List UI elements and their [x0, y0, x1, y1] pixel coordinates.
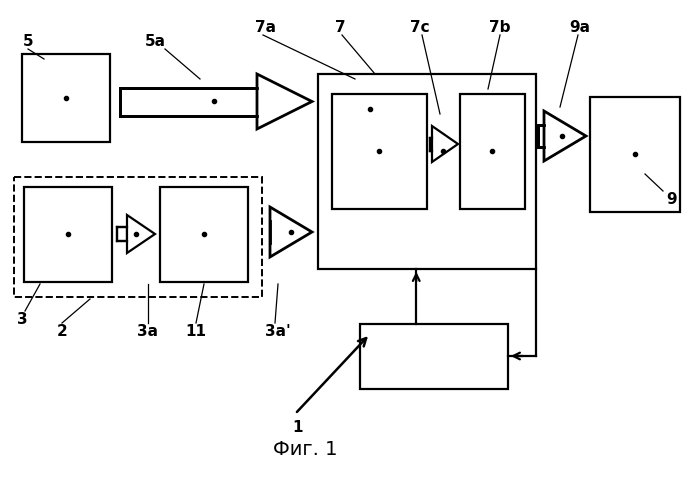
Text: 9a: 9a — [570, 21, 591, 36]
Text: Фиг. 1: Фиг. 1 — [273, 440, 337, 458]
Polygon shape — [127, 216, 155, 253]
Bar — [160, 188, 248, 282]
Text: 3a: 3a — [137, 324, 158, 339]
Bar — [22, 55, 110, 143]
Text: 11: 11 — [186, 324, 206, 339]
Text: 7a: 7a — [255, 21, 276, 36]
Bar — [538, 126, 544, 148]
Text: 7b: 7b — [489, 21, 511, 36]
Polygon shape — [257, 75, 312, 130]
Bar — [360, 324, 508, 389]
Text: 1: 1 — [293, 420, 303, 434]
Polygon shape — [432, 127, 458, 163]
Text: 7: 7 — [335, 21, 345, 36]
Bar — [24, 188, 112, 282]
Text: 5: 5 — [22, 35, 34, 49]
Text: 9: 9 — [666, 192, 678, 207]
Bar — [120, 88, 257, 116]
Bar — [460, 95, 525, 210]
Bar — [14, 178, 262, 298]
Bar — [590, 98, 680, 213]
Polygon shape — [270, 207, 312, 257]
Text: 3: 3 — [17, 312, 27, 327]
Bar — [430, 138, 432, 151]
Text: 3a': 3a' — [265, 324, 291, 339]
Polygon shape — [544, 112, 586, 162]
Text: 7c: 7c — [410, 21, 430, 36]
Bar — [332, 95, 427, 210]
Bar — [117, 228, 127, 241]
Bar — [318, 75, 536, 269]
Text: 5a: 5a — [144, 35, 165, 49]
Text: 2: 2 — [57, 324, 67, 339]
